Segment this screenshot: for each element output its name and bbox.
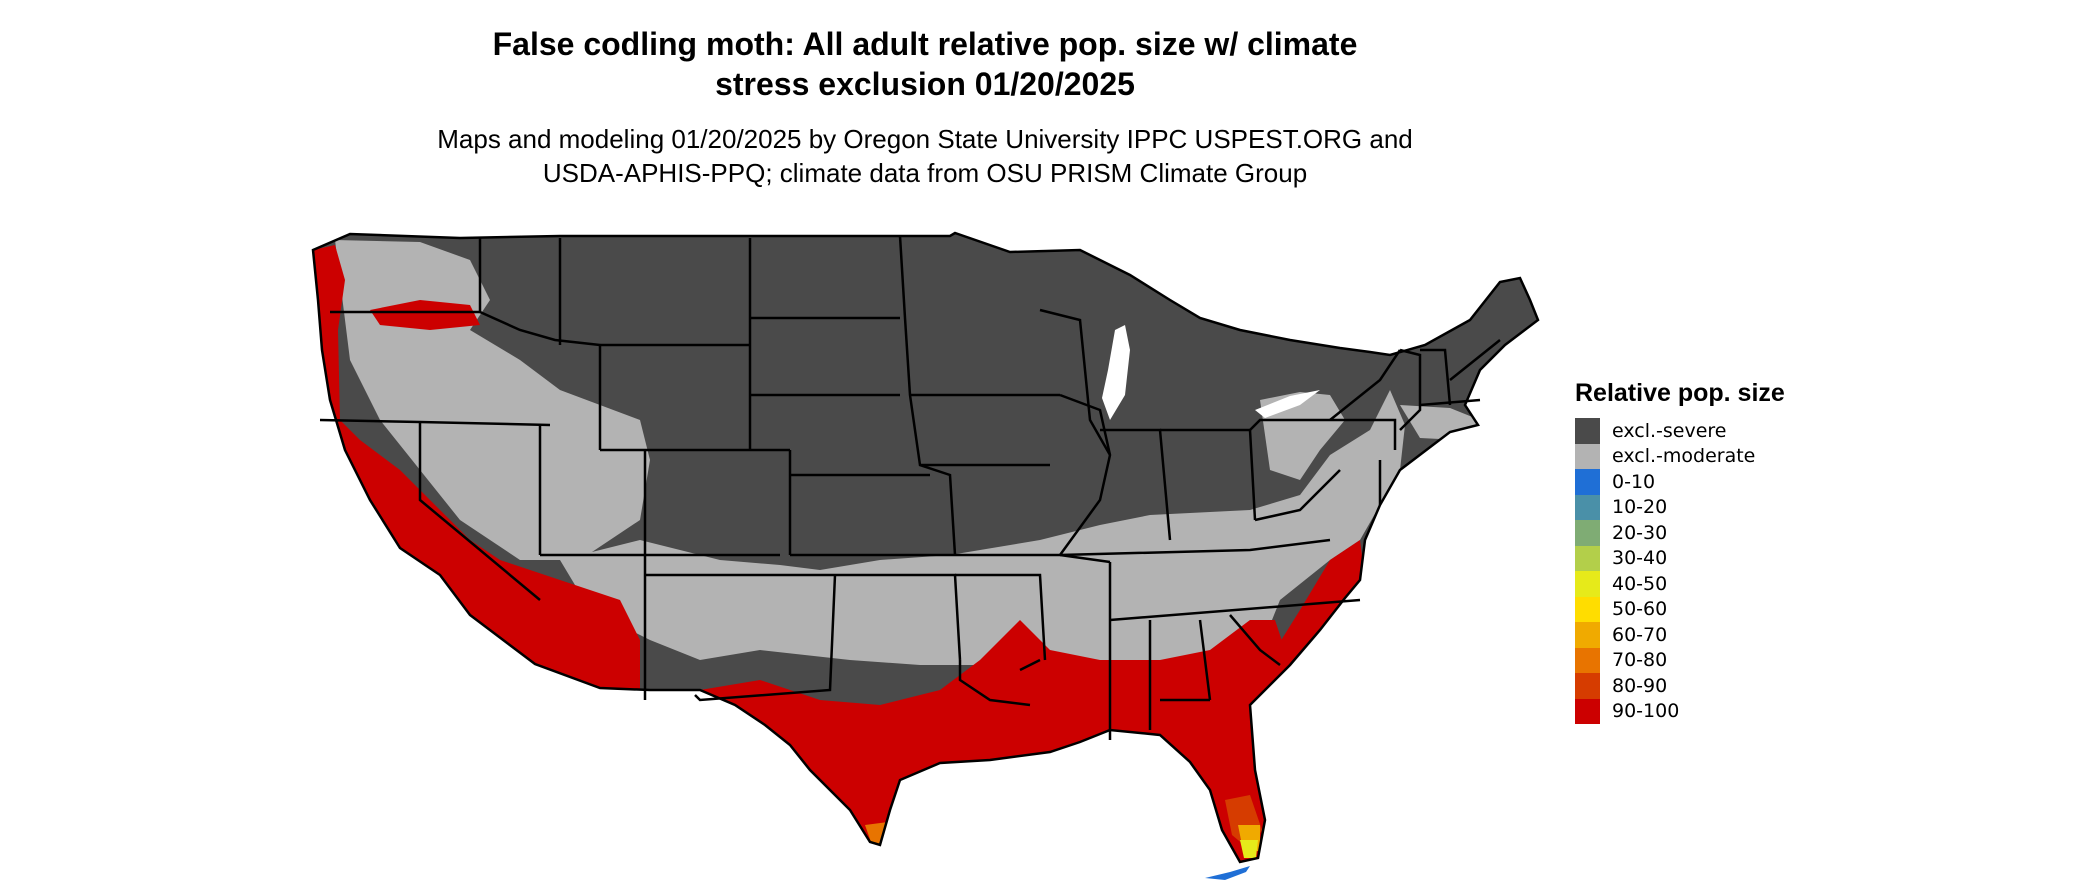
legend-label: 20-30 — [1612, 521, 1668, 544]
region-90-100-gulf — [700, 620, 1290, 862]
legend-swatch — [1575, 469, 1600, 495]
legend-swatch — [1575, 494, 1600, 520]
legend-item: 90-100 — [1575, 698, 1785, 724]
legend-swatch — [1575, 596, 1600, 622]
region-90-100-columbia — [370, 300, 480, 330]
legend-item: 70-80 — [1575, 647, 1785, 673]
legend-swatch — [1575, 647, 1600, 673]
legend-label: 50-60 — [1612, 598, 1668, 621]
map-subtitle: Maps and modeling 01/20/2025 by Oregon S… — [330, 122, 1520, 190]
legend-item: 20-30 — [1575, 520, 1785, 546]
legend-item: 0-10 — [1575, 469, 1785, 495]
legend-item: 40-50 — [1575, 571, 1785, 597]
legend-label: excl.-moderate — [1612, 445, 1756, 468]
legend-swatch — [1575, 443, 1600, 469]
legend: Relative pop. size excl.-severe excl.-mod… — [1575, 378, 1785, 724]
legend-label: 40-50 — [1612, 572, 1668, 595]
region-90-100-pacific — [313, 245, 640, 700]
map-title: False codling moth: All adult relative p… — [330, 24, 1520, 104]
map-subtitle-line2: USDA-APHIS-PPQ; climate data from OSU PR… — [542, 158, 1308, 188]
legend-label: 60-70 — [1612, 623, 1668, 646]
map-title-line1: False codling moth: All adult relative p… — [492, 26, 1358, 62]
legend-item: 50-60 — [1575, 596, 1785, 622]
lake-erie — [1255, 390, 1320, 418]
region-excl-moderate-northeast — [1260, 392, 1345, 480]
legend-label: 30-40 — [1612, 547, 1668, 570]
legend-swatch — [1575, 571, 1600, 597]
legend-item: 30-40 — [1575, 545, 1785, 571]
state-borders — [311, 231, 1540, 864]
map-title-line2: stress exclusion 01/20/2025 — [715, 66, 1135, 102]
region-0-10-florida-keys — [1205, 866, 1250, 880]
legend-label: 80-90 — [1612, 674, 1668, 697]
region-excl-moderate-south — [560, 390, 1405, 665]
legend-item: 60-70 — [1575, 622, 1785, 648]
legend-swatch — [1575, 622, 1600, 648]
legend-item: 80-90 — [1575, 673, 1785, 699]
lake-michigan — [1102, 325, 1130, 420]
legend-swatch — [1575, 698, 1600, 724]
legend-swatch — [1575, 418, 1600, 444]
legend-item: 10-20 — [1575, 494, 1785, 520]
legend-title: Relative pop. size — [1575, 379, 1785, 407]
legend-label: excl.-severe — [1612, 419, 1727, 442]
legend-items: excl.-severe excl.-moderate 0-10 10-20 20-30… — [1575, 418, 1785, 724]
legend-swatch — [1575, 545, 1600, 571]
legend-label: 90-100 — [1612, 700, 1680, 723]
legend-swatch — [1575, 673, 1600, 699]
legend-item: excl.-moderate — [1575, 443, 1785, 469]
legend-label: 10-20 — [1612, 496, 1668, 519]
map-subtitle-line1: Maps and modeling 01/20/2025 by Oregon S… — [437, 124, 1413, 154]
region-40-50-florida-tip — [1240, 840, 1258, 858]
legend-label: 0-10 — [1612, 470, 1656, 493]
legend-label: 70-80 — [1612, 649, 1668, 672]
legend-item: excl.-severe — [1575, 418, 1785, 444]
legend-swatch — [1575, 520, 1600, 546]
